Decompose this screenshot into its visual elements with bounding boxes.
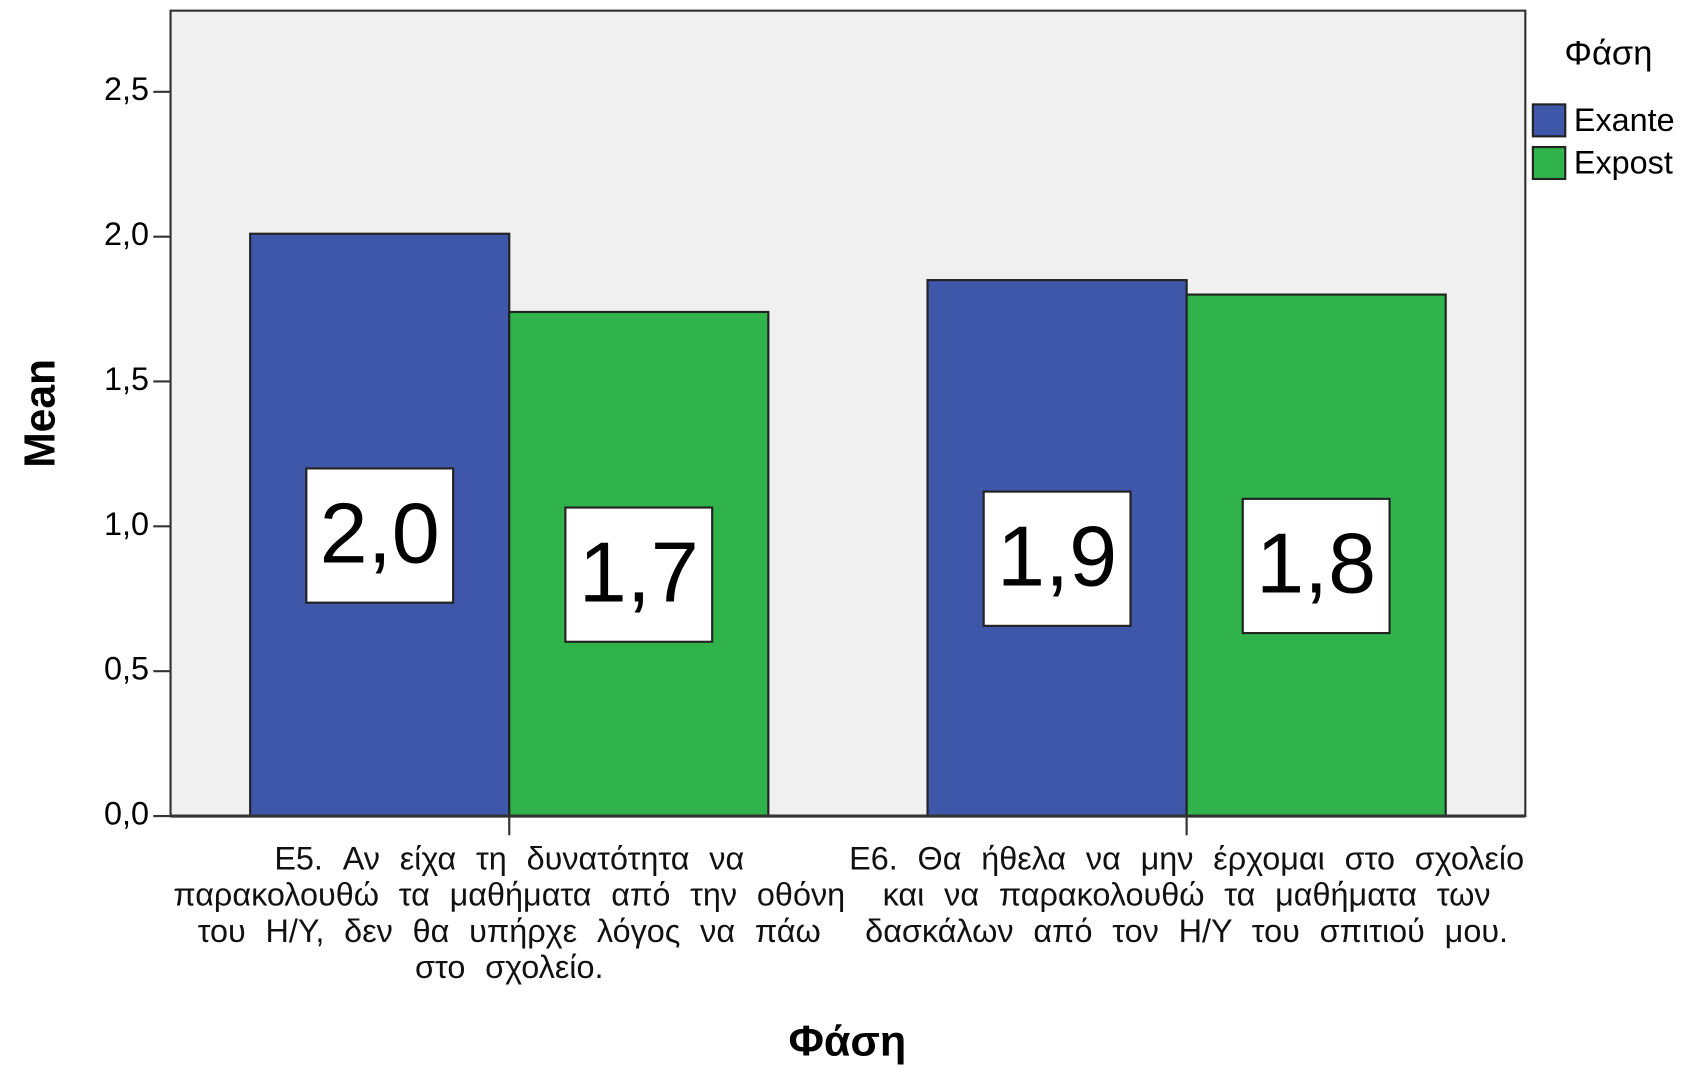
- x-tick-label: E5. Αν είχα τη δυνατότητα να παρακολουθώ…: [173, 841, 846, 986]
- data-label-box: [982, 490, 1132, 627]
- legend-swatch: [1531, 103, 1567, 138]
- y-tick-label: 1,5: [104, 361, 149, 397]
- y-tick-label: 2,0: [104, 216, 149, 252]
- x-axis-title: Φάση: [788, 1018, 906, 1066]
- legend-title: Φάση: [1564, 35, 1652, 73]
- y-tick-label: 1,0: [104, 506, 149, 542]
- legend-label: Expost: [1574, 145, 1673, 181]
- data-label-box: [305, 467, 455, 604]
- y-tick-label: 0,0: [104, 796, 149, 832]
- y-tick-label: 0,5: [104, 651, 149, 687]
- legend-swatch: [1531, 145, 1567, 181]
- data-label: 1,9: [997, 509, 1117, 604]
- data-label: 2,0: [320, 486, 440, 581]
- y-tick-label: 2,5: [104, 71, 149, 107]
- data-label: 1,8: [1256, 516, 1376, 611]
- legend-label: Exante: [1574, 102, 1675, 138]
- x-tick-label-box: E5. Αν είχα τη δυνατότητα να παρακολουθώ…: [173, 841, 846, 986]
- x-tick-label: E6. Θα ήθελα να μην έρχομαι στο σχολείο …: [849, 841, 1525, 950]
- y-axis-title: Mean: [16, 359, 64, 468]
- data-label-box: [564, 506, 714, 643]
- data-label: 1,7: [579, 525, 699, 620]
- data-label-box: [1241, 497, 1391, 635]
- x-tick-label-box: E6. Θα ήθελα να μην έρχομαι στο σχολείο …: [849, 841, 1525, 950]
